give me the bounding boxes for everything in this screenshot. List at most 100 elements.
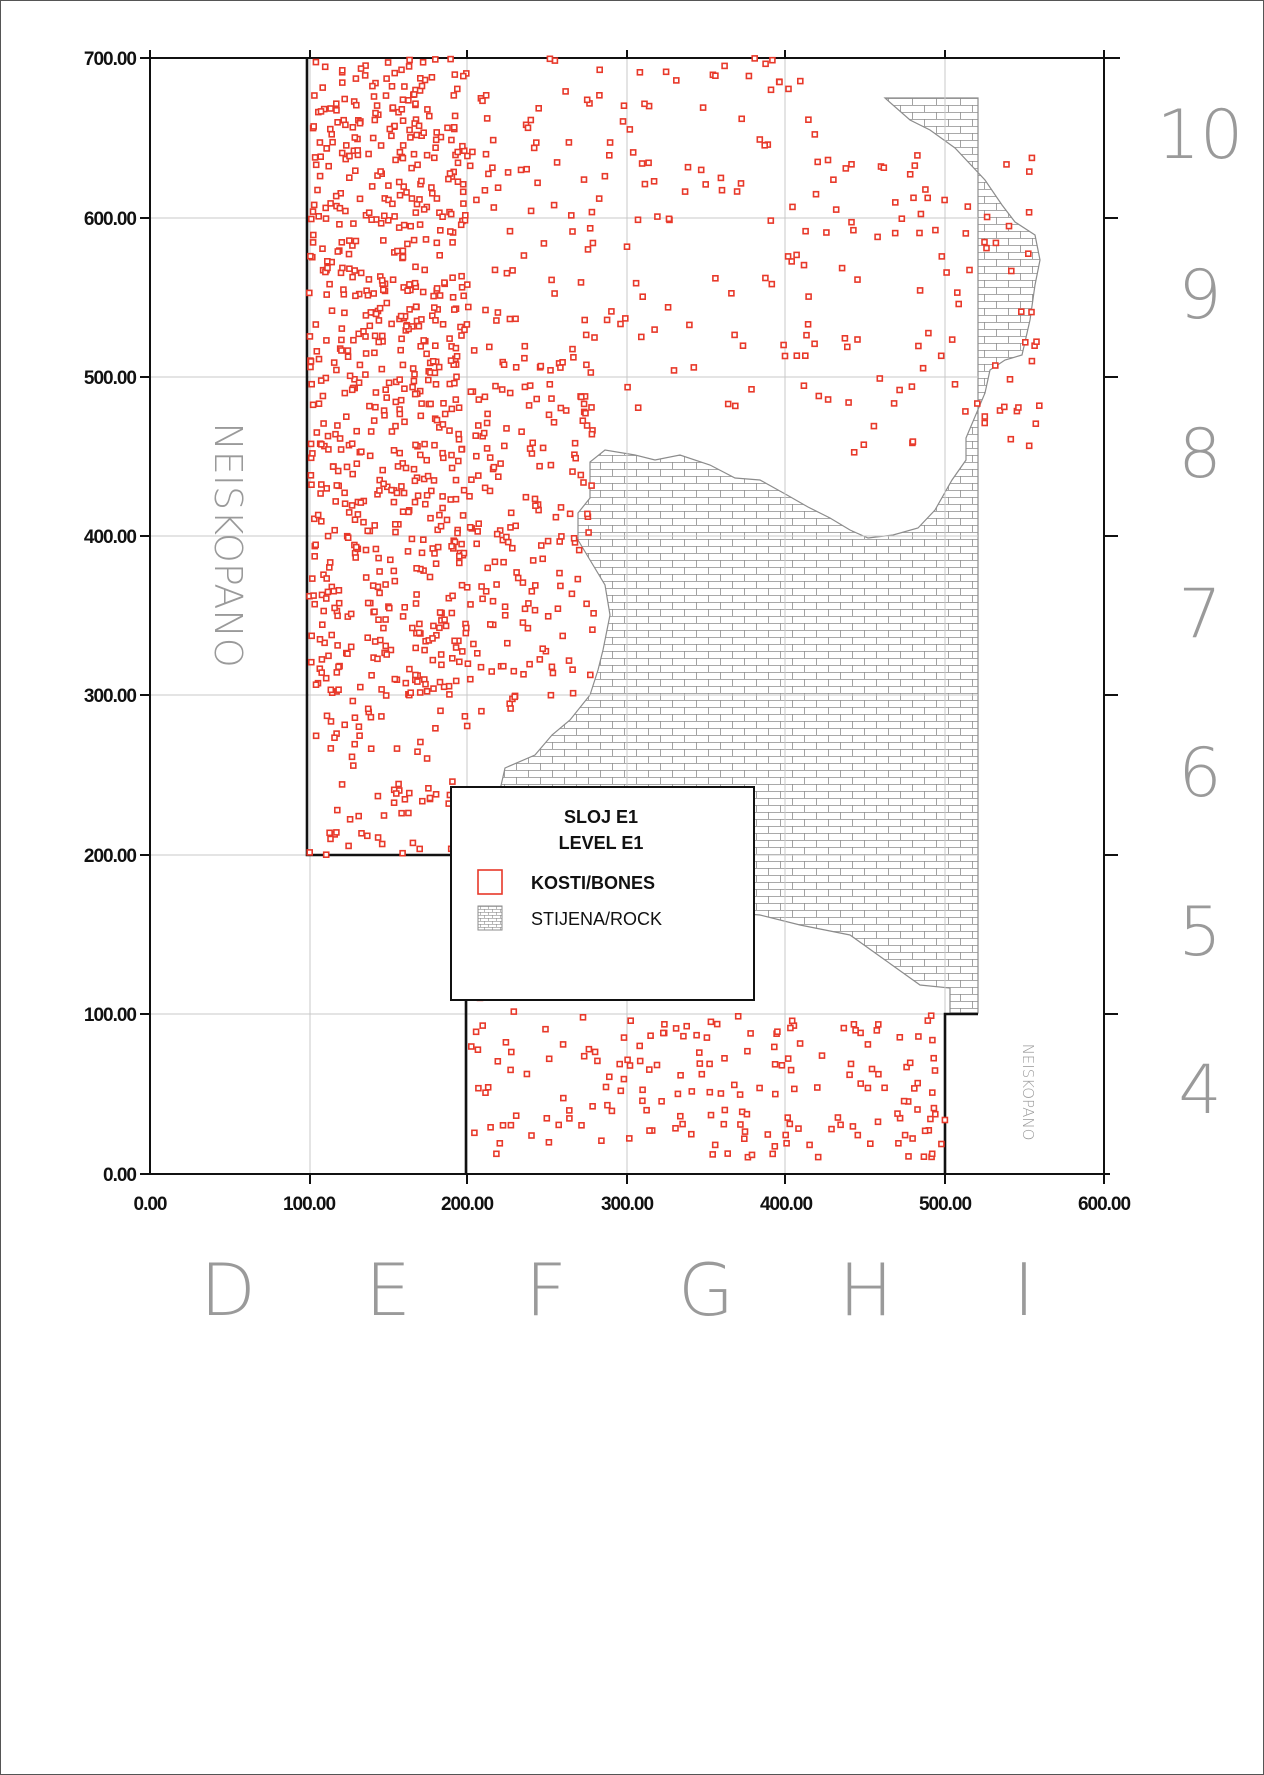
bone-point	[583, 422, 591, 429]
bone-point	[451, 637, 458, 645]
bone-point	[341, 489, 348, 497]
bone-point	[569, 666, 576, 674]
bone-point	[569, 689, 577, 697]
bone-point	[439, 449, 446, 457]
bone-point	[502, 1039, 510, 1046]
bone-point	[310, 515, 318, 523]
bone-point	[568, 590, 576, 598]
bone-point	[532, 139, 540, 146]
bone-point	[460, 292, 468, 300]
bone-point	[333, 366, 340, 374]
bone-point	[962, 230, 970, 237]
bone-point	[373, 102, 381, 109]
bone-point	[588, 208, 596, 216]
bone-point	[362, 546, 370, 554]
bone-point	[866, 1140, 874, 1147]
bone-point	[453, 373, 460, 381]
bone-point	[928, 1089, 936, 1096]
bone-point	[711, 1141, 719, 1149]
bone-point	[900, 1097, 908, 1105]
bone-point	[388, 320, 395, 328]
bone-point	[356, 683, 364, 691]
bone-point	[473, 649, 481, 657]
bone-point	[437, 707, 444, 715]
bone-point	[341, 500, 349, 508]
bone-point	[344, 353, 352, 361]
bone-point	[557, 404, 565, 412]
bone-point	[557, 582, 564, 590]
bone-point	[544, 537, 552, 545]
bone-point	[745, 72, 753, 80]
bone-point	[374, 834, 382, 841]
bone-point	[431, 56, 439, 63]
bone-point	[421, 440, 428, 448]
bone-point	[332, 192, 340, 200]
bone-point	[377, 168, 384, 175]
bone-point	[623, 243, 631, 250]
bone-point	[818, 1052, 826, 1059]
bone-point	[713, 1020, 721, 1028]
bone-point	[492, 382, 499, 390]
bone-point	[606, 139, 614, 146]
bone-point	[405, 508, 412, 516]
column-label: I	[1013, 1248, 1034, 1332]
bone-point	[467, 601, 474, 608]
bone-point	[323, 291, 331, 298]
bone-point	[466, 162, 474, 170]
bone-point	[316, 139, 324, 146]
bone-point	[324, 432, 332, 440]
bone-point	[368, 216, 375, 223]
bone-point	[376, 589, 383, 597]
bone-point	[396, 191, 404, 199]
bone-point	[352, 75, 360, 82]
bone-point	[347, 643, 355, 651]
bone-point	[517, 166, 525, 174]
bone-point	[334, 642, 341, 649]
bone-point	[313, 347, 321, 355]
bone-point	[474, 528, 482, 535]
bone-point	[941, 1116, 949, 1124]
bone-point	[324, 588, 332, 596]
bone-point	[315, 400, 323, 408]
bone-point	[847, 1060, 855, 1068]
bone-point	[547, 461, 555, 469]
bone-point	[445, 175, 452, 183]
bone-point	[411, 477, 419, 485]
bone-point	[800, 261, 808, 269]
bone-point	[327, 745, 335, 752]
bone-point	[397, 396, 405, 404]
bone-point	[506, 315, 514, 323]
bone-point	[764, 1131, 772, 1138]
bone-point	[357, 269, 365, 277]
bone-point	[1028, 357, 1036, 365]
bone-point	[490, 463, 498, 471]
bone-point	[590, 609, 597, 617]
bone-point	[383, 651, 391, 658]
bone-point	[326, 559, 334, 566]
bone-point	[424, 106, 431, 113]
bone-point	[485, 343, 493, 351]
bone-point	[339, 264, 346, 272]
bone-point	[474, 1046, 482, 1053]
bone-point	[433, 285, 441, 292]
bone-point	[661, 1020, 668, 1028]
bone-point	[608, 1107, 616, 1115]
bone-point	[707, 1018, 715, 1026]
bone-point	[509, 267, 516, 274]
bone-point	[374, 792, 382, 800]
bone-point	[391, 69, 399, 77]
bone-point	[335, 586, 343, 594]
rock-right-strip	[978, 98, 1104, 1013]
x-tick-label: 0.00	[134, 1194, 167, 1215]
bone-point	[991, 362, 999, 369]
bone-point	[901, 1131, 909, 1139]
bone-point	[326, 280, 333, 288]
row-label: 7	[1178, 575, 1221, 654]
bone-point	[411, 370, 418, 378]
bone-point	[565, 657, 573, 664]
bone-point	[333, 806, 341, 814]
bone-point	[557, 504, 565, 511]
bone-point	[320, 420, 327, 427]
bone-point	[832, 206, 840, 213]
bone-point	[659, 1029, 667, 1037]
